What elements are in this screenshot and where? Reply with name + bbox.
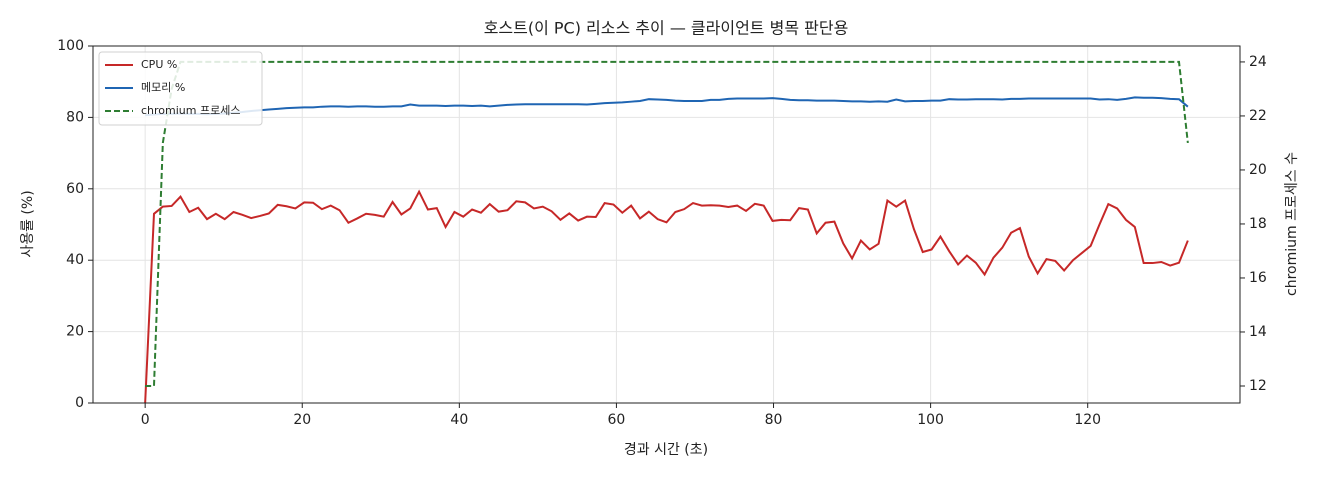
y-tick-label: 20: [66, 324, 84, 340]
x-tick-label: 120: [1074, 412, 1101, 428]
series-line: [145, 60, 1189, 387]
y-tick-label: 40: [66, 252, 84, 268]
x-axis-label: 경과 시간 (초): [624, 442, 708, 458]
legend-label: 메모리 %: [141, 81, 185, 94]
series-line: [145, 96, 1189, 117]
y2-tick-label: 20: [1249, 162, 1267, 178]
x-tick-label: 20: [293, 412, 311, 428]
plot-frame: [92, 45, 1241, 404]
y-tick-label: 60: [66, 181, 84, 197]
y-tick-label: 80: [66, 109, 84, 125]
y-axis-label: 사용률 (%): [20, 190, 36, 257]
y2-tick-label: 12: [1249, 378, 1267, 394]
legend-label: CPU %: [141, 58, 177, 71]
y2-tick-label: 22: [1249, 108, 1267, 124]
x-tick-label: 0: [141, 412, 150, 428]
y2-tick-label: 14: [1249, 324, 1267, 340]
x-tick-label: 80: [765, 412, 783, 428]
x-tick-label: 100: [917, 412, 944, 428]
x-tick-label: 40: [450, 412, 468, 428]
y2-axis-label: chromium 프로세스 수: [1284, 152, 1300, 296]
legend: CPU % 메모리 % chromium 프로세스: [98, 51, 263, 126]
legend-label: chromium 프로세스: [141, 104, 240, 117]
y-tick-label: 100: [57, 38, 84, 54]
y2-tick-label: 16: [1249, 270, 1267, 286]
y2-tick-label: 18: [1249, 216, 1267, 232]
x-tick-label: 60: [608, 412, 626, 428]
chart-title: 호스트(이 PC) 리소스 추이 — 클라이언트 병목 판단용: [484, 19, 849, 38]
y-tick-label: 0: [75, 395, 84, 411]
y2-tick-label: 24: [1249, 54, 1267, 70]
series-line: [144, 189, 1189, 403]
legend-box: [98, 51, 263, 126]
